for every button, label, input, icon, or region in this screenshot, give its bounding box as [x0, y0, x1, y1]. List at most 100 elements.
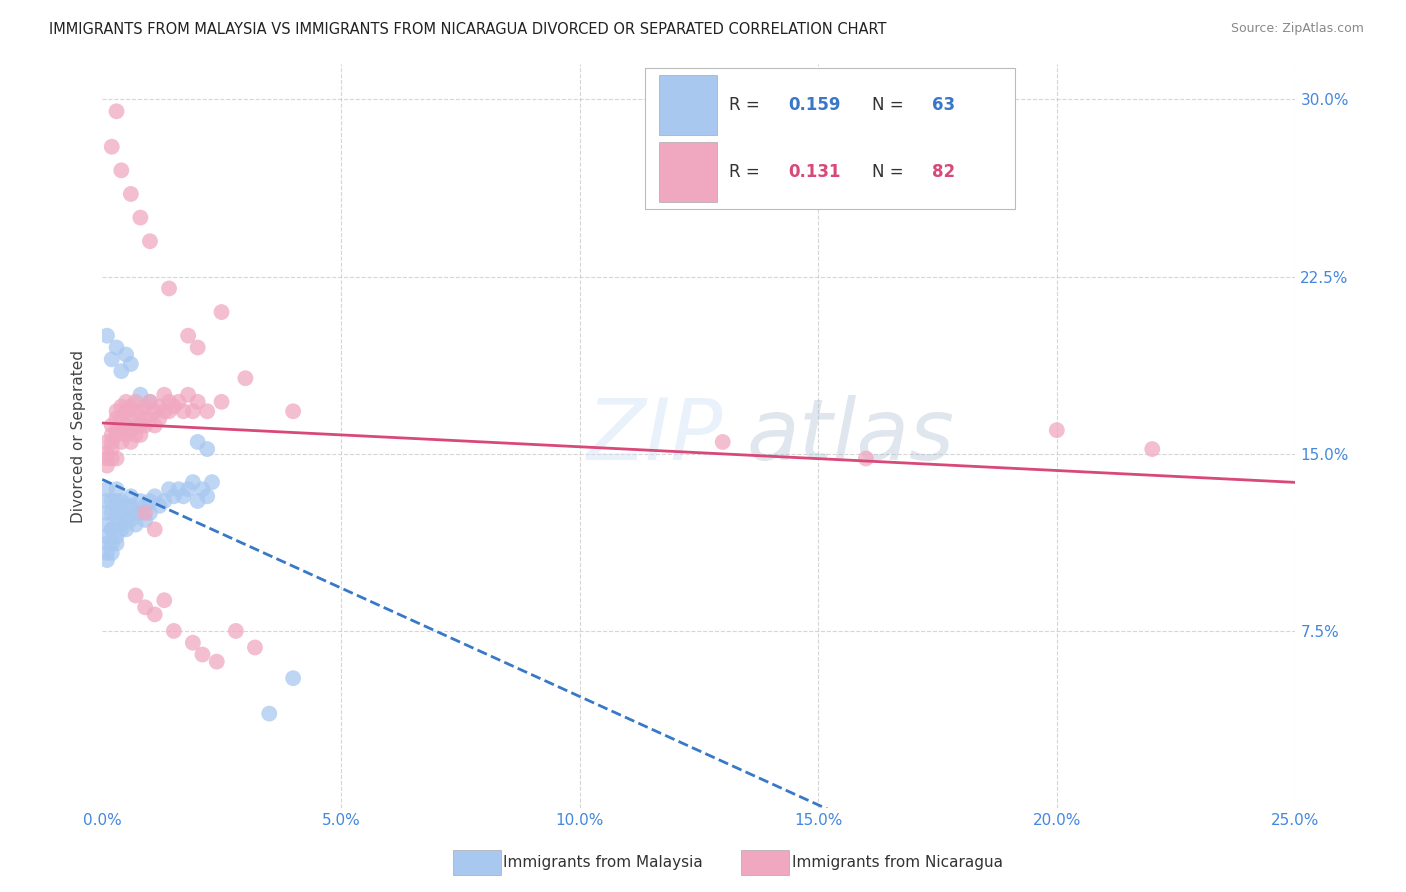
Point — [163, 400, 186, 414]
Point — [181, 636, 204, 650]
Point — [100, 434, 122, 449]
Point — [100, 546, 122, 560]
Point — [129, 388, 152, 402]
Point — [105, 517, 128, 532]
Point — [120, 513, 142, 527]
Point — [167, 394, 190, 409]
Point — [96, 447, 118, 461]
Point — [1046, 423, 1069, 437]
Point — [110, 400, 132, 414]
Point — [105, 423, 128, 437]
Point — [177, 482, 200, 496]
Point — [195, 404, 218, 418]
Point — [1142, 442, 1164, 456]
Point — [148, 400, 170, 414]
Text: R =: R = — [728, 163, 765, 181]
Point — [134, 506, 156, 520]
Point — [120, 400, 142, 414]
Point — [105, 104, 128, 119]
Point — [129, 494, 152, 508]
Point — [120, 423, 142, 437]
Point — [100, 522, 122, 536]
Point — [143, 489, 166, 503]
Point — [205, 655, 228, 669]
Point — [100, 428, 122, 442]
Point — [129, 428, 152, 442]
Point — [124, 394, 146, 409]
Point — [115, 499, 138, 513]
Point — [115, 348, 138, 362]
Point — [96, 482, 118, 496]
Point — [96, 434, 118, 449]
Point — [115, 394, 138, 409]
Point — [105, 529, 128, 543]
Text: atlas: atlas — [747, 394, 955, 477]
Point — [153, 494, 176, 508]
Point — [105, 404, 128, 418]
Text: Source: ZipAtlas.com: Source: ZipAtlas.com — [1230, 22, 1364, 36]
Point — [110, 522, 132, 536]
Point — [243, 640, 266, 655]
Point — [100, 418, 122, 433]
FancyBboxPatch shape — [659, 75, 717, 135]
Point — [172, 404, 194, 418]
Point — [105, 482, 128, 496]
Point — [153, 593, 176, 607]
Point — [115, 522, 138, 536]
Point — [153, 404, 176, 418]
Point — [129, 211, 152, 225]
Point — [172, 489, 194, 503]
Point — [187, 494, 209, 508]
Point — [157, 281, 180, 295]
Point — [163, 489, 186, 503]
Point — [100, 536, 122, 550]
Point — [115, 513, 138, 527]
Point — [124, 589, 146, 603]
Point — [259, 706, 281, 721]
Point — [105, 411, 128, 425]
Point — [191, 482, 214, 496]
Point — [711, 434, 734, 449]
Point — [124, 517, 146, 532]
Point — [120, 186, 142, 201]
Point — [110, 434, 132, 449]
Point — [281, 404, 304, 418]
Point — [110, 411, 132, 425]
Point — [105, 536, 128, 550]
Point — [134, 418, 156, 433]
Point — [129, 506, 152, 520]
Point — [96, 328, 118, 343]
Point — [181, 404, 204, 418]
Point — [134, 513, 156, 527]
FancyBboxPatch shape — [659, 142, 717, 202]
Point — [110, 423, 132, 437]
Point — [105, 506, 128, 520]
Point — [225, 624, 247, 638]
Point — [105, 451, 128, 466]
Text: N =: N = — [872, 163, 908, 181]
Text: 82: 82 — [932, 163, 955, 181]
Point — [120, 357, 142, 371]
Point — [96, 458, 118, 473]
Point — [143, 404, 166, 418]
Point — [855, 451, 877, 466]
Point — [211, 394, 233, 409]
Text: ZIP: ZIP — [586, 394, 723, 477]
Point — [105, 494, 128, 508]
Text: Immigrants from Malaysia: Immigrants from Malaysia — [503, 855, 703, 870]
Text: 0.159: 0.159 — [789, 96, 841, 114]
Point — [201, 475, 224, 490]
Point — [120, 411, 142, 425]
Point — [134, 600, 156, 615]
Point — [187, 434, 209, 449]
Point — [139, 494, 162, 508]
Point — [167, 482, 190, 496]
Point — [281, 671, 304, 685]
Point — [100, 494, 122, 508]
Point — [100, 506, 122, 520]
Point — [105, 428, 128, 442]
Point — [157, 404, 180, 418]
Point — [148, 499, 170, 513]
Point — [110, 163, 132, 178]
Point — [195, 442, 218, 456]
